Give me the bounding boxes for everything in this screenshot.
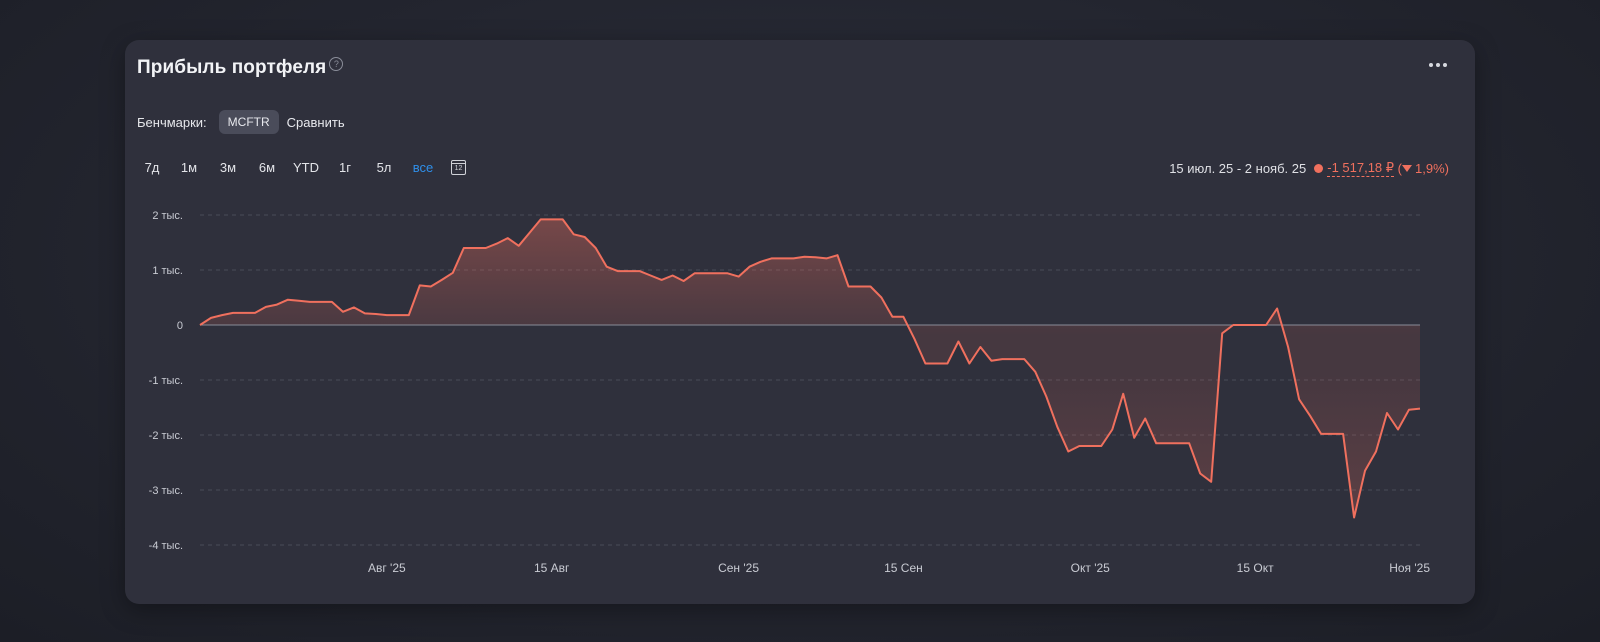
period-1y[interactable]: 1г xyxy=(339,160,351,175)
benchmarks-label: Бенчмарки: xyxy=(137,114,207,130)
y-tick-label: -1 тыс. xyxy=(149,375,183,387)
x-tick-label: 15 Сен xyxy=(884,561,923,575)
grid-lines xyxy=(200,214,1420,546)
calendar-icon[interactable] xyxy=(451,160,466,175)
period-3m[interactable]: 3м xyxy=(219,160,237,175)
y-tick-label: 2 тыс. xyxy=(152,210,183,222)
y-tick-label: -4 тыс. xyxy=(149,540,183,552)
benchmark-chip-mcftr[interactable]: MCFTR xyxy=(218,110,279,134)
y-tick-label: -2 тыс. xyxy=(149,430,183,442)
x-tick-label: Ноя '25 xyxy=(1389,561,1430,575)
percent-close-paren: ) xyxy=(1444,161,1449,176)
profit-chart: 2 тыс. 1 тыс. 0 -1 тыс. -2 тыс. -3 тыс. -4 тыс… xyxy=(149,210,1431,575)
portfolio-profit-card: Прибыль портфеля? Бенчмарки: MCFTR Сравн… xyxy=(125,40,1475,604)
y-axis: 2 тыс. 1 тыс. 0 -1 тыс. -2 тыс. -3 тыс. -4 тыс… xyxy=(149,210,183,552)
period-all[interactable]: все xyxy=(412,160,434,175)
y-tick-label: 0 xyxy=(177,320,183,332)
profit-percent: 1,9% xyxy=(1415,161,1445,176)
x-tick-label: Авг '25 xyxy=(368,561,406,575)
y-tick-label: -3 тыс. xyxy=(149,485,183,497)
date-range: 15 июл. 25 - 2 нояб. 25 xyxy=(1169,161,1307,176)
period-ytd[interactable]: YTD xyxy=(293,160,319,175)
y-tick-label: 1 тыс. xyxy=(152,265,183,277)
more-options-icon[interactable] xyxy=(1425,52,1451,78)
period-6m[interactable]: 6м xyxy=(258,160,276,175)
x-tick-label: Окт '25 xyxy=(1071,561,1111,575)
down-triangle-icon xyxy=(1402,165,1413,172)
percent-open-paren: ( xyxy=(1394,161,1403,176)
period-summary: 15 июл. 25 - 2 нояб. 25 -1 517,18 ₽ ( 1,… xyxy=(1169,160,1449,177)
period-5y[interactable]: 5л xyxy=(376,160,392,175)
x-tick-label: Сен '25 xyxy=(718,561,759,575)
period-7d[interactable]: 7д xyxy=(144,160,160,175)
benchmarks-row: Бенчмарки: MCFTR Сравнить xyxy=(137,110,345,134)
page-title: Прибыль портфеля? xyxy=(137,57,344,79)
profit-area xyxy=(200,219,1420,518)
series-dot-icon xyxy=(1314,164,1324,173)
title-text: Прибыль портфеля xyxy=(137,57,327,78)
x-axis: Авг '25 15 Авг Сен '25 15 Сен Окт '25 15 Окт Н… xyxy=(368,561,1430,575)
compare-link[interactable]: Сравнить xyxy=(286,114,345,130)
period-selector: 7д 1м 3м 6м YTD 1г 5л все xyxy=(135,157,466,178)
period-1m[interactable]: 1м xyxy=(180,160,198,175)
x-tick-label: 15 Авг xyxy=(534,561,570,575)
profit-line xyxy=(199,218,1421,519)
help-icon[interactable]: ? xyxy=(329,57,344,71)
x-tick-label: 15 Окт xyxy=(1237,561,1274,575)
profit-value[interactable]: -1 517,18 ₽ xyxy=(1327,160,1395,177)
